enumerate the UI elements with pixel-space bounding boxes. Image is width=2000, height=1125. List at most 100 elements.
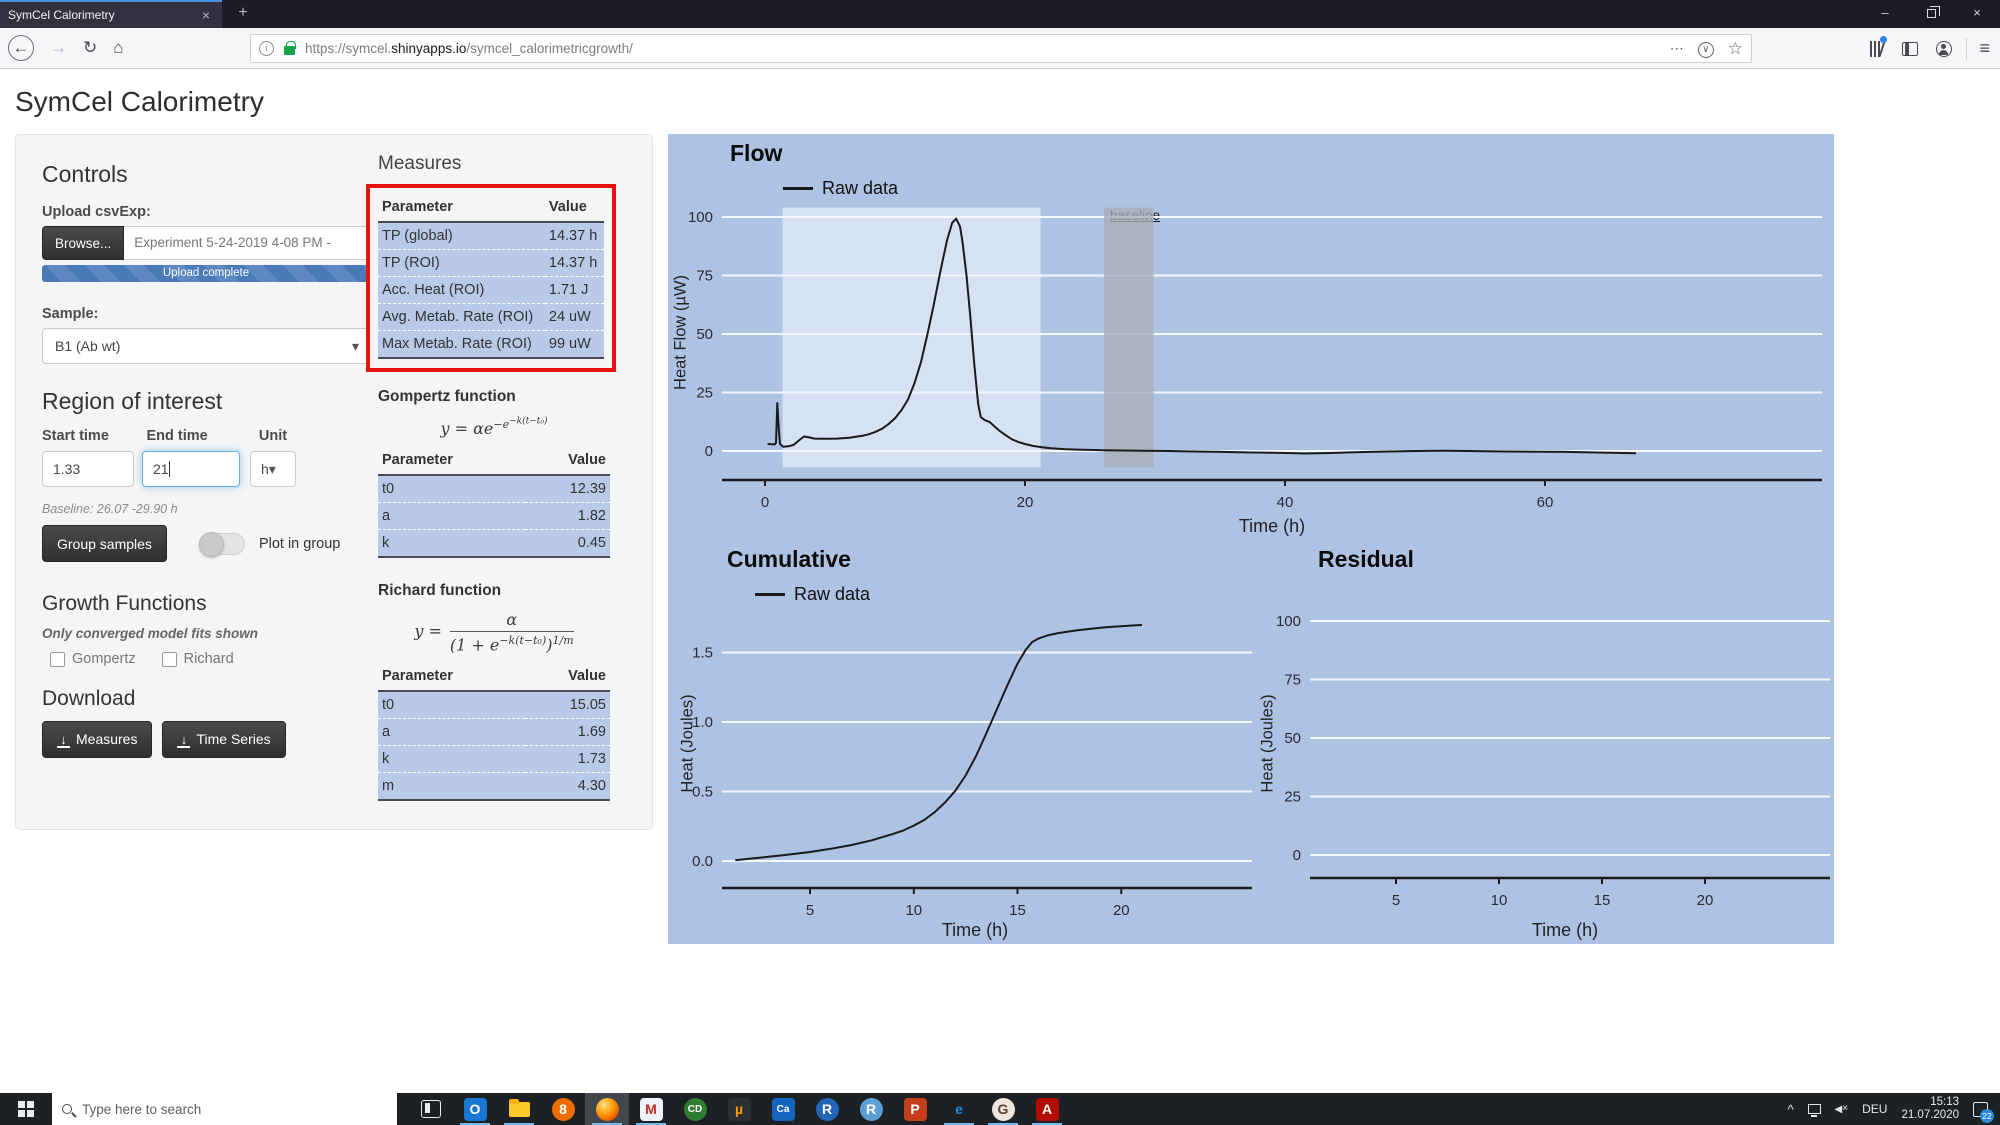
- network-icon[interactable]: [1807, 1104, 1821, 1117]
- home-icon[interactable]: ⌂: [113, 38, 124, 57]
- gompertz-heading: Gompertz function: [378, 388, 516, 405]
- menu-icon[interactable]: ≡: [1979, 38, 1990, 58]
- new-tab-button[interactable]: +: [238, 4, 248, 21]
- residual-x-axis-label: Time (h): [1531, 920, 1599, 940]
- page-actions-icon[interactable]: ⋯: [1669, 40, 1684, 56]
- charts-panel: Flow Raw data Heat Flow (µW) baseline 02…: [668, 134, 1834, 944]
- taskbar-gimp[interactable]: G: [981, 1093, 1025, 1125]
- table-row: k 1.73: [378, 745, 610, 774]
- clock[interactable]: 15:13 21.07.2020: [1901, 1096, 1959, 1122]
- svg-text:0.0: 0.0: [692, 853, 713, 870]
- svg-text:15: 15: [1009, 902, 1026, 919]
- richard-heading: Richard function: [378, 581, 502, 599]
- sample-select[interactable]: B1 (Ab wt) ▾: [42, 328, 370, 364]
- language-indicator[interactable]: DEU: [1862, 1102, 1888, 1116]
- taskbar-task-view[interactable]: [409, 1093, 453, 1125]
- running-indicator: [944, 1123, 974, 1125]
- svg-text:75: 75: [1284, 672, 1301, 689]
- running-indicator: [460, 1123, 490, 1125]
- browser-tab[interactable]: SymCel Calorimetry ×: [0, 0, 222, 28]
- taskbar-firefox[interactable]: [585, 1093, 629, 1125]
- taskbar-outlook[interactable]: O: [453, 1093, 497, 1125]
- taskbar-acrobat[interactable]: A: [1025, 1093, 1069, 1125]
- gompertz-formula: y = αe−e−k(t−t₀): [440, 416, 548, 438]
- controls-heading: Controls: [42, 161, 128, 187]
- measures-table: Parameter Value TP (global) 14.37 h TP (RO…: [378, 195, 604, 359]
- reload-icon[interactable]: ↻: [83, 38, 98, 57]
- window-minimize-icon[interactable]: –: [1881, 5, 1889, 20]
- url-bar[interactable]: i https://symcel.shinyapps.io/symcel_cal…: [250, 34, 1752, 63]
- running-indicator: [988, 1123, 1018, 1125]
- group-samples-button[interactable]: Group samples: [42, 525, 167, 562]
- baseline-band: [1103, 207, 1154, 468]
- taskbar-search[interactable]: [52, 1093, 397, 1125]
- tray-chevron-icon[interactable]: ^: [1787, 1101, 1794, 1117]
- taskbar-chart-app[interactable]: M: [629, 1093, 673, 1125]
- svg-text:20: 20: [1113, 902, 1130, 919]
- sidebar-icon[interactable]: [1902, 41, 1919, 56]
- unit-dropdown[interactable]: h▾: [250, 451, 296, 487]
- svg-text:10: 10: [1491, 892, 1508, 909]
- tab-close-icon[interactable]: ×: [201, 7, 210, 23]
- roi-band: [782, 207, 1041, 468]
- library-icon[interactable]: [1868, 40, 1886, 57]
- window-restore-icon[interactable]: [1908, 0, 1954, 28]
- action-center-icon[interactable]: 22: [1973, 1101, 1994, 1123]
- gompertz-checkbox[interactable]: [50, 651, 65, 667]
- forward-icon[interactable]: →: [50, 38, 67, 57]
- back-icon[interactable]: ←: [8, 35, 34, 61]
- richard-checkbox-label: Richard: [183, 651, 234, 667]
- volume-muted-icon[interactable]: ◀×: [1834, 1103, 1849, 1115]
- column-header: Value: [524, 447, 610, 476]
- taskbar-powerpoint[interactable]: P: [893, 1093, 937, 1125]
- taskbar-file-explorer[interactable]: [497, 1093, 541, 1125]
- page-title: SymCel Calorimetry: [15, 86, 264, 117]
- taskbar-calisto[interactable]: Ca: [761, 1093, 805, 1125]
- account-icon[interactable]: [1936, 40, 1953, 57]
- end-time-input[interactable]: 21: [142, 451, 240, 487]
- richard-formula: y = α (1 + e−k(t−t₀))1/m: [414, 609, 574, 655]
- taskbar-chemdraw[interactable]: CD: [673, 1093, 717, 1125]
- column-header: Value: [524, 664, 610, 693]
- search-input[interactable]: [82, 1101, 352, 1117]
- download-heading: Download: [42, 687, 136, 710]
- browse-button[interactable]: Browse...: [42, 226, 125, 260]
- browser-toolbar: ← → ↻ ⌂ i https://symcel.shinyapps.io/sy…: [0, 28, 2000, 69]
- url-text: https://symcel.shinyapps.io/symcel_calor…: [305, 41, 633, 56]
- measures-heading: Measures: [378, 153, 462, 174]
- cumulative-x-axis-label: Time (h): [941, 920, 1009, 940]
- plot-in-group-toggle[interactable]: [198, 531, 245, 557]
- download-measures-button[interactable]: ↓ Measures: [42, 721, 153, 758]
- svg-text:100: 100: [1276, 613, 1301, 630]
- taskbar-rstudio[interactable]: R: [805, 1093, 849, 1125]
- running-indicator: [1032, 1123, 1062, 1125]
- download-timeseries-button[interactable]: ↓ Time Series: [162, 721, 286, 758]
- table-row: t0 12.39: [378, 474, 610, 503]
- taskbar-instrument-app[interactable]: µ: [717, 1093, 761, 1125]
- window-close-icon[interactable]: ×: [1973, 5, 1981, 20]
- search-icon: [62, 1104, 72, 1114]
- download-icon: ↓: [57, 733, 70, 748]
- text-cursor: [168, 461, 170, 477]
- richard-checkbox[interactable]: [161, 651, 177, 667]
- taskbar-edge[interactable]: e: [937, 1093, 981, 1125]
- start-time-label: Start time: [42, 428, 109, 444]
- download-icon: ↓: [177, 733, 191, 748]
- bookmark-star-icon[interactable]: ☆: [1727, 38, 1743, 58]
- table-row: Avg. Metab. Rate (ROI) 24 uW: [378, 303, 604, 331]
- svg-text:100: 100: [688, 209, 713, 226]
- cumulative-plot: 0.0 0.5 1.0 1.5 5 10 15 20: [692, 624, 1252, 919]
- svg-text:0: 0: [761, 494, 769, 511]
- site-info-icon[interactable]: i: [259, 41, 274, 56]
- unit-label: Unit: [258, 428, 288, 444]
- taskbar-r[interactable]: R: [849, 1093, 893, 1125]
- start-time-input[interactable]: 1.33: [42, 451, 134, 487]
- start-button[interactable]: [0, 1093, 52, 1125]
- file-name-field: Experiment 5-24-2019 4-08 PM -: [124, 226, 370, 260]
- taskbar-app-orange[interactable]: 8: [541, 1093, 585, 1125]
- pocket-icon[interactable]: ∨: [1697, 39, 1714, 58]
- cumulative-chart-title: Cumulative: [727, 546, 851, 572]
- legend-line-icon: [755, 593, 785, 596]
